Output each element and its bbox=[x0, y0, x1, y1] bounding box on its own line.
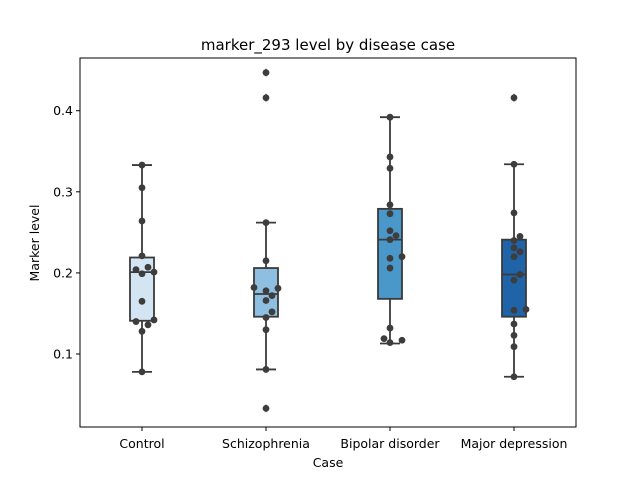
data-point bbox=[380, 335, 388, 343]
data-point bbox=[386, 254, 394, 262]
data-point bbox=[386, 264, 394, 272]
data-point bbox=[262, 257, 270, 265]
data-point bbox=[262, 366, 270, 373]
chart-marks bbox=[129, 68, 530, 413]
x-tick-label: Schizophrenia bbox=[222, 436, 310, 451]
data-point bbox=[510, 160, 518, 168]
data-point bbox=[398, 336, 406, 344]
data-point bbox=[144, 321, 152, 329]
data-point bbox=[262, 219, 270, 227]
data-point bbox=[138, 297, 146, 305]
data-point bbox=[150, 316, 158, 324]
data-point bbox=[522, 306, 530, 313]
data-point bbox=[262, 94, 270, 102]
data-point bbox=[262, 404, 270, 412]
data-point bbox=[516, 271, 524, 278]
data-point bbox=[386, 153, 394, 161]
data-point bbox=[510, 331, 518, 339]
swarm-points bbox=[380, 113, 406, 347]
data-point bbox=[510, 237, 518, 244]
data-point bbox=[398, 253, 406, 261]
swarm-points bbox=[132, 161, 158, 376]
data-point bbox=[386, 339, 394, 347]
y-tick-label: 0.4 bbox=[53, 103, 73, 118]
box-group bbox=[253, 68, 279, 413]
data-point bbox=[510, 320, 518, 328]
chart-title: marker_293 level by disease case bbox=[201, 36, 455, 55]
swarm-points bbox=[510, 94, 530, 381]
chart-axes: 0.1 0.2 0.3 0.4 Control Schizophrenia Bipolar … bbox=[53, 103, 567, 451]
data-point bbox=[386, 324, 394, 332]
iqr-box bbox=[377, 207, 403, 300]
data-point bbox=[510, 373, 518, 381]
data-point bbox=[510, 209, 518, 217]
data-point bbox=[268, 308, 276, 316]
data-point bbox=[138, 368, 146, 376]
data-point bbox=[262, 297, 270, 304]
data-point bbox=[132, 266, 140, 274]
data-point bbox=[268, 292, 276, 300]
y-tick-label: 0.2 bbox=[53, 265, 73, 280]
data-point bbox=[262, 326, 270, 334]
y-axis-label: Marker level bbox=[27, 205, 42, 282]
x-tick-label: Control bbox=[119, 436, 164, 451]
data-point bbox=[510, 94, 518, 102]
x-axis-label: Case bbox=[313, 455, 344, 470]
data-point bbox=[144, 263, 152, 271]
data-point bbox=[386, 227, 394, 235]
data-point bbox=[386, 236, 394, 244]
x-tick-label: Bipolar disorder bbox=[340, 436, 440, 451]
data-point bbox=[510, 253, 518, 261]
data-point bbox=[510, 276, 518, 284]
data-point bbox=[138, 270, 146, 278]
data-point bbox=[510, 343, 518, 351]
data-point bbox=[262, 287, 270, 295]
swarm-points bbox=[250, 69, 282, 412]
data-point bbox=[392, 232, 400, 240]
plot-frame bbox=[79, 57, 577, 428]
data-point bbox=[138, 217, 146, 225]
data-point bbox=[510, 244, 518, 252]
data-point bbox=[250, 284, 258, 291]
y-tick-label: 0.1 bbox=[53, 347, 73, 362]
data-point bbox=[138, 184, 146, 192]
data-point bbox=[386, 210, 394, 218]
x-tick-label: Major depression bbox=[461, 436, 568, 451]
data-point bbox=[386, 164, 394, 172]
data-point bbox=[150, 268, 158, 276]
data-point bbox=[138, 161, 146, 169]
y-tick-label: 0.3 bbox=[53, 184, 73, 199]
data-point bbox=[138, 327, 146, 335]
data-point bbox=[510, 306, 518, 314]
data-point bbox=[516, 233, 524, 240]
data-point bbox=[386, 113, 394, 121]
data-point bbox=[274, 284, 282, 292]
data-point bbox=[262, 314, 270, 321]
data-point bbox=[262, 69, 270, 76]
data-point bbox=[386, 201, 394, 209]
data-point bbox=[138, 252, 146, 260]
data-point bbox=[516, 248, 524, 256]
data-point bbox=[132, 318, 140, 325]
